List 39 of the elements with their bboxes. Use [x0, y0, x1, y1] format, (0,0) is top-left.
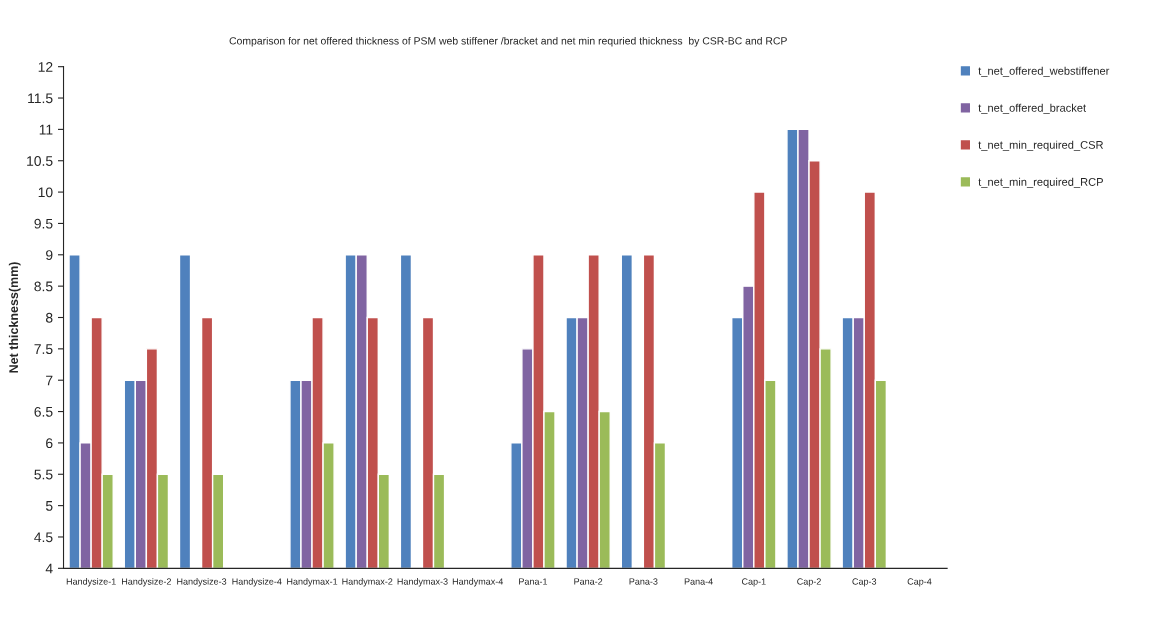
y-tick-label: 12	[38, 62, 53, 72]
x-tick-label: Handysize-1	[66, 578, 116, 587]
x-tick-label: Handysize-3	[177, 578, 227, 587]
y-tick-label: 8	[45, 312, 53, 323]
x-tick-label: Pana-2	[574, 578, 603, 585]
y-tick-label: 9	[46, 250, 53, 260]
x-tick-label: Cap-3	[852, 578, 877, 587]
y-tick-label: 9.5	[34, 218, 53, 229]
chart-title: Comparison for net offered thickness of PSM web stiffener /bracket and net min requried thickness by CSR-BC and RCP	[229, 36, 787, 47]
legend-label: t_net_offered_webstiffener	[978, 66, 1110, 77]
x-tick-label: Handymax-3	[397, 578, 448, 587]
y-tick-label: 6	[46, 438, 53, 449]
legend-label: t_net_min_required_CSR	[978, 140, 1104, 152]
x-tick-label: Handymax-4	[452, 578, 504, 587]
x-tick-label: Handysize-2	[122, 578, 171, 587]
y-tick-label: 5	[45, 501, 53, 511]
x-tick-label: Pana-4	[684, 578, 713, 585]
y-tick-label: 11	[39, 124, 53, 135]
x-tick-label: Cap-2	[797, 578, 821, 587]
x-tick-label: Cap-1	[741, 578, 766, 587]
y-tick-label: 10	[38, 187, 53, 198]
legend-label: t_net_offered_bracket	[978, 103, 1087, 114]
y-tick-label: 6.5	[34, 406, 53, 417]
x-tick-label: Pana-1	[519, 578, 548, 585]
x-tick-label: Handymax-1	[287, 578, 338, 587]
y-tick-label: 7	[46, 375, 53, 386]
y-tick-label: 8.5	[34, 281, 53, 292]
y-tick-label: 4	[45, 563, 53, 574]
x-tick-label: Cap-4	[907, 578, 932, 587]
x-tick-label: Pana-3	[629, 578, 658, 585]
y-tick-label: 11.5	[28, 93, 53, 104]
x-tick-label: Handysize-4	[232, 578, 282, 587]
y-tick-label: 5.5	[34, 469, 53, 480]
legend-label: t_net_min_required_RCP	[978, 177, 1103, 189]
y-tick-label: 4.5	[34, 532, 53, 543]
y-tick-label: 10.5	[27, 156, 53, 166]
y-tick-label: 7.5	[34, 344, 53, 355]
x-tick-label: Handymax-2	[342, 578, 393, 587]
y-axis-title: Net thickness(mm)	[8, 262, 21, 373]
